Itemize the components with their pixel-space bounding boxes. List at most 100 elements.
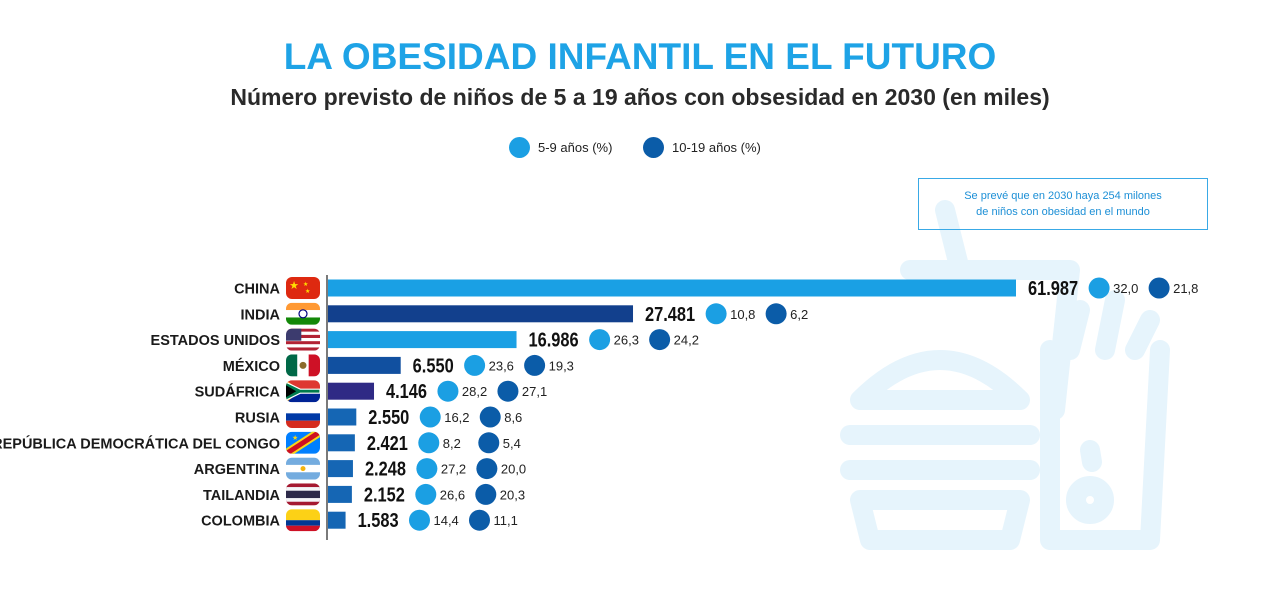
value-label: 2.248 — [365, 457, 406, 480]
value-label: 6.550 — [413, 354, 454, 377]
older-pct-dot — [479, 406, 501, 428]
flag-star: ★ — [292, 434, 298, 442]
young-pct-label: 10,8 — [730, 307, 755, 322]
young-pct-label: 26,6 — [440, 487, 465, 502]
flag-stripe — [286, 331, 320, 335]
flag-stripe — [286, 347, 320, 351]
older-pct-label: 5,4 — [503, 436, 521, 451]
usa-flag-icon — [286, 328, 320, 351]
flag-stripe — [286, 328, 320, 332]
flag-stripe — [286, 391, 320, 403]
flag-body — [286, 483, 320, 506]
older-pct-label: 27,1 — [522, 384, 547, 399]
china-flag-icon: ★ ★★ — [286, 277, 320, 299]
older-pct-label: 11,1 — [493, 513, 517, 528]
older-pct-label: 21,8 — [1173, 281, 1198, 296]
bar — [328, 382, 375, 400]
young-pct-label: 27,2 — [441, 462, 466, 477]
older-pct-label: 20,3 — [500, 487, 525, 502]
flag-wheel — [298, 309, 308, 319]
bar — [328, 460, 353, 478]
flag-stripe — [286, 302, 320, 311]
young-pct-label: 23,6 — [489, 358, 514, 373]
category-label: ESTADOS UNIDOS — [151, 333, 281, 349]
flag-stripe — [286, 420, 320, 428]
older-pct-dot — [765, 303, 787, 325]
flag-body — [286, 457, 320, 480]
flag-stripe — [286, 457, 320, 465]
flag-body — [286, 354, 320, 377]
value-label: 61.987 — [1028, 276, 1078, 299]
flag-body — [286, 302, 320, 325]
colombia-flag-icon — [286, 509, 320, 532]
older-pct-dot — [497, 380, 519, 402]
flag-stripe — [286, 328, 302, 341]
world-total-note: Se prevé que en 2030 haya 254 milones de… — [918, 178, 1208, 230]
young-pct-dot — [418, 432, 440, 454]
bar — [328, 485, 352, 503]
older-pct-dot — [468, 509, 490, 531]
value-label: 2.421 — [367, 431, 408, 454]
fast-food-watermark-icon — [840, 200, 1170, 550]
older-pct-dot — [478, 432, 500, 454]
drc-flag-icon: ★ — [286, 431, 320, 454]
flag-stripe — [286, 334, 320, 339]
bar — [328, 356, 401, 374]
flag-star: ★ — [303, 281, 308, 288]
value-label: 16.986 — [529, 328, 579, 351]
legend-young: 5-9 años (%) — [509, 137, 612, 158]
category-label: RUSIA — [235, 411, 281, 427]
value-label: 2.152 — [364, 483, 405, 506]
flag-stripe — [286, 490, 320, 499]
flag-star: ★ — [289, 280, 299, 292]
young-pct-label: 14,4 — [433, 513, 458, 528]
bar — [328, 434, 355, 452]
legend-older: 10-19 años (%) — [643, 137, 761, 158]
flag-body — [286, 509, 320, 532]
flag-stripe — [286, 344, 320, 348]
flag-stripe — [286, 413, 320, 421]
chart-subtitle: Número previsto de niños de 5 a 19 años … — [230, 84, 1050, 110]
category-label: ARGENTINA — [194, 462, 281, 478]
bar — [328, 305, 634, 323]
russia-flag-icon — [286, 406, 320, 428]
category-label: INDIA — [241, 307, 281, 323]
flag-star: ★ — [305, 288, 310, 295]
older-pct-label: 24,2 — [674, 333, 699, 348]
older-pct-dot — [475, 483, 497, 505]
young-pct-dot — [705, 303, 727, 325]
flag-stripe — [286, 509, 320, 521]
category-label: COLOMBIA — [201, 514, 280, 530]
young-pct-label: 26,3 — [614, 333, 639, 348]
mexico-flag-icon — [286, 354, 320, 377]
flag-body — [286, 406, 320, 428]
bar — [328, 408, 357, 426]
flag-band — [286, 431, 320, 454]
india-flag-icon — [286, 302, 320, 325]
flag-stripe — [286, 341, 320, 345]
category-label: TAILANDIA — [203, 488, 281, 504]
flag-stripe — [286, 525, 320, 532]
note-line-2: de niños con obesidad en el mundo — [976, 206, 1150, 218]
young-pct-label: 32,0 — [1113, 281, 1138, 296]
flag-stripe — [286, 354, 298, 377]
flag-body: ★ ★★ — [286, 277, 320, 299]
flag-sun — [300, 466, 306, 472]
young-pct-label: 8,2 — [443, 436, 461, 451]
older-pct-label: 19,3 — [549, 358, 574, 373]
flag-body: ★ — [286, 431, 320, 454]
flag-stripe — [286, 317, 320, 325]
value-label: 1.583 — [358, 509, 399, 532]
flag-stripe — [286, 472, 320, 480]
flag-triangle — [286, 385, 297, 398]
flag-stripe — [308, 354, 320, 377]
flag-stripe — [286, 338, 320, 342]
older-pct-dot — [524, 354, 546, 376]
young-pct-dot — [419, 406, 441, 428]
older-pct-dot — [649, 329, 671, 351]
legend-older-label: 10-19 años (%) — [672, 140, 761, 155]
older-pct-dot — [1148, 277, 1170, 299]
category-label: CHINA — [234, 282, 280, 298]
flag-band — [286, 381, 320, 401]
